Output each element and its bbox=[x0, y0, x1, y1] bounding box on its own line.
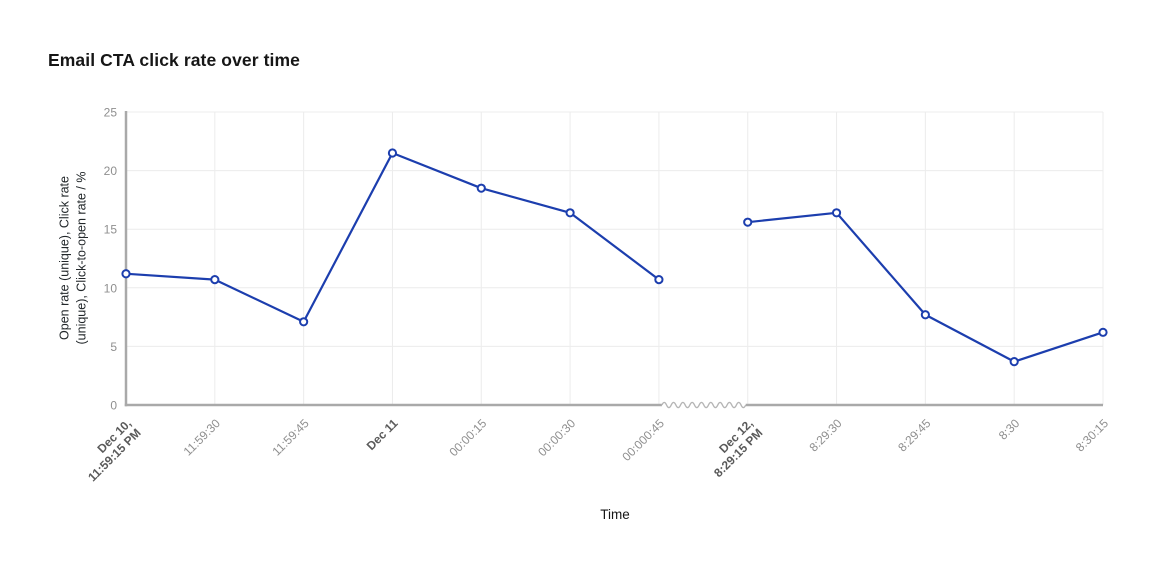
y-tick-label: 0 bbox=[110, 399, 117, 413]
data-point-marker[interactable] bbox=[1098, 327, 1108, 337]
data-point-marker[interactable] bbox=[476, 183, 486, 193]
data-point-marker[interactable] bbox=[299, 317, 309, 327]
y-tick-label: 25 bbox=[104, 106, 118, 120]
y-tick-label: 20 bbox=[104, 164, 118, 178]
data-point-marker[interactable] bbox=[743, 217, 753, 227]
x-tick-label: 8:30:15 bbox=[1073, 416, 1111, 454]
data-point-marker[interactable] bbox=[1009, 357, 1019, 367]
x-tick-label: 00:00:30 bbox=[535, 416, 578, 459]
x-tick-label: 8:30 bbox=[996, 416, 1023, 443]
y-tick-label: 10 bbox=[104, 281, 118, 295]
x-tick-label: 11:59:45 bbox=[269, 416, 312, 459]
data-point-marker[interactable] bbox=[654, 274, 664, 285]
x-axis-title: Time bbox=[600, 507, 630, 522]
data-point-marker[interactable] bbox=[121, 269, 131, 279]
x-tick-label: 11:59:30 bbox=[181, 416, 224, 459]
x-tick-label: 8:29:45 bbox=[895, 416, 933, 454]
x-tick-label: 8:29:30 bbox=[806, 416, 844, 454]
x-tick-label: 00:000:45 bbox=[619, 416, 667, 464]
x-tick-label: Dec 10,11:59:15 PM bbox=[76, 416, 144, 484]
data-point-marker[interactable] bbox=[831, 208, 842, 218]
x-tick-label: Dec 11 bbox=[364, 416, 401, 453]
x-tick-label: Dec 12,8:29:15 PM bbox=[702, 416, 766, 480]
data-point-marker[interactable] bbox=[210, 274, 220, 285]
y-tick-label: 5 bbox=[110, 340, 117, 354]
data-point-marker[interactable] bbox=[387, 148, 398, 158]
x-tick-label: 00:00:15 bbox=[446, 416, 489, 459]
axis-break-squiggle bbox=[661, 401, 747, 409]
y-tick-label: 15 bbox=[104, 223, 118, 237]
data-point-marker[interactable] bbox=[920, 310, 930, 320]
data-point-marker[interactable] bbox=[565, 208, 575, 218]
chart-title: Email CTA click rate over time bbox=[48, 50, 300, 70]
